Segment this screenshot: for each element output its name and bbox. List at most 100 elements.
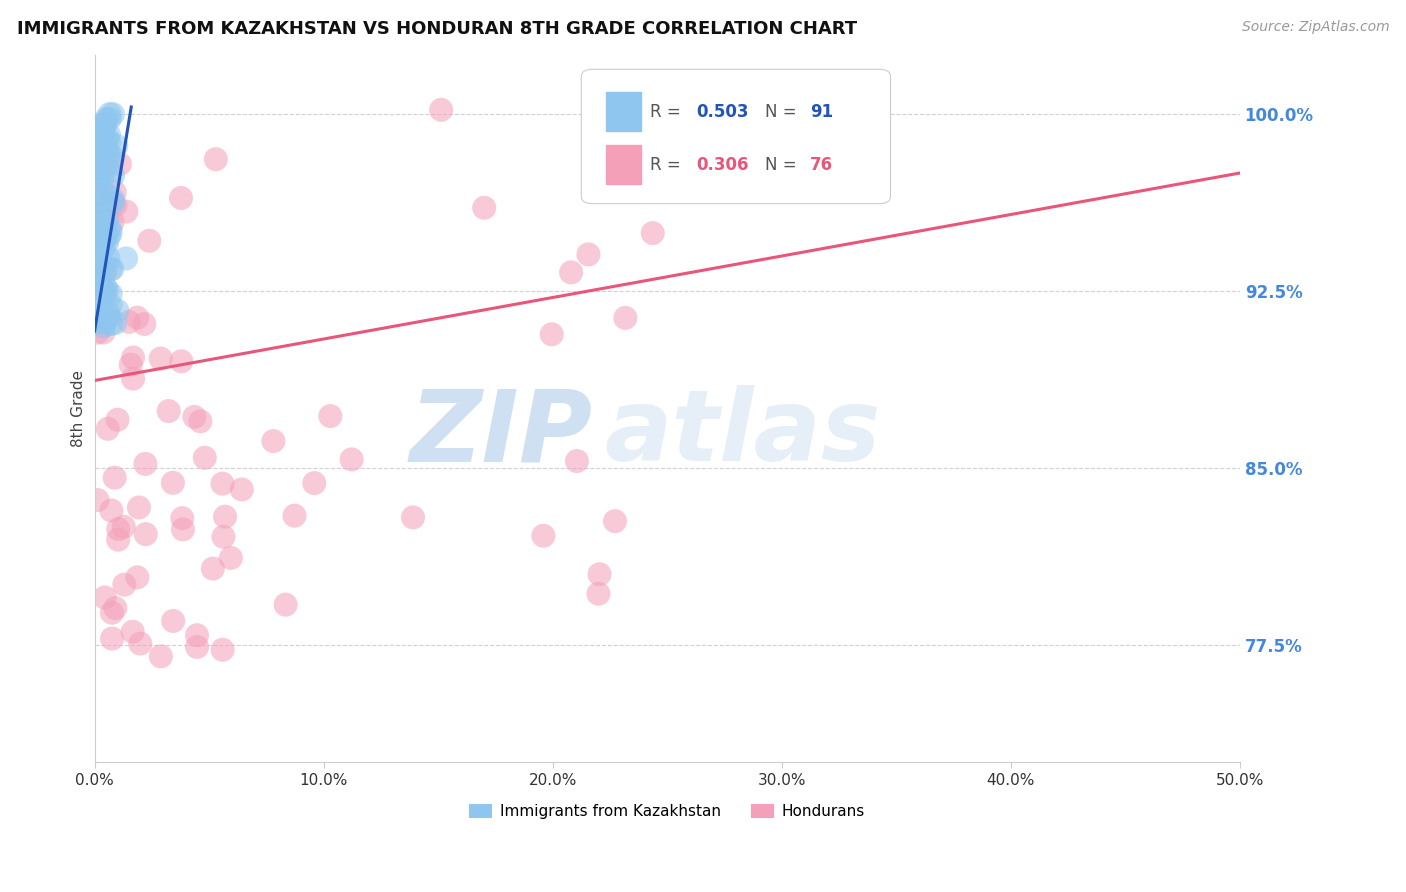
Point <box>157 404 180 418</box>
Point <box>93 319 115 334</box>
Point <box>94 313 117 327</box>
Point <box>274 598 297 612</box>
Point <box>86 186 108 201</box>
Point <box>89 314 111 328</box>
Point <box>90 154 112 169</box>
Point <box>98 221 121 235</box>
Point <box>93 232 115 246</box>
Point <box>283 508 305 523</box>
Point <box>86 270 108 285</box>
Point <box>101 107 124 121</box>
Point <box>588 567 610 582</box>
Point <box>122 371 145 385</box>
Point <box>122 351 145 365</box>
Point <box>641 226 664 240</box>
Point <box>90 122 112 136</box>
FancyBboxPatch shape <box>606 92 641 131</box>
Text: N =: N = <box>765 103 801 120</box>
Point <box>87 262 110 277</box>
Point <box>172 511 194 525</box>
Point <box>93 326 115 340</box>
Point <box>91 194 114 208</box>
Point <box>84 214 107 228</box>
Point <box>603 514 626 528</box>
Point <box>162 475 184 490</box>
Point <box>89 148 111 162</box>
Point <box>93 117 115 131</box>
Text: 0.306: 0.306 <box>696 156 748 174</box>
Point <box>115 204 138 219</box>
Point <box>134 317 156 331</box>
Point <box>89 153 111 168</box>
Point <box>93 242 115 256</box>
Point <box>214 509 236 524</box>
Point <box>96 188 118 202</box>
Point <box>100 503 122 517</box>
Point <box>319 409 342 423</box>
Point <box>97 128 120 142</box>
Point <box>84 276 107 290</box>
Point <box>94 591 117 605</box>
Point <box>101 192 124 206</box>
Text: IMMIGRANTS FROM KAZAKHSTAN VS HONDURAN 8TH GRADE CORRELATION CHART: IMMIGRANTS FROM KAZAKHSTAN VS HONDURAN 8… <box>17 20 858 37</box>
Point <box>94 147 117 161</box>
Point <box>96 131 118 145</box>
Point <box>170 354 193 368</box>
Point <box>105 303 128 318</box>
Point <box>190 414 212 428</box>
Point <box>94 220 117 235</box>
Text: ZIP: ZIP <box>409 385 593 482</box>
Point <box>100 262 122 277</box>
Point <box>86 314 108 328</box>
Point <box>138 234 160 248</box>
Text: 91: 91 <box>810 103 834 120</box>
Point <box>183 409 205 424</box>
Point <box>614 310 637 325</box>
Point <box>219 551 242 566</box>
Point <box>84 215 107 229</box>
Text: atlas: atlas <box>605 385 880 482</box>
Point <box>89 304 111 318</box>
Point <box>100 286 122 301</box>
Text: 76: 76 <box>810 156 834 174</box>
Point <box>97 147 120 161</box>
Point <box>84 218 107 232</box>
Point <box>96 213 118 227</box>
Point <box>108 157 131 171</box>
Point <box>89 131 111 145</box>
Point <box>112 577 135 591</box>
Point <box>93 283 115 297</box>
Point <box>560 265 582 279</box>
Point <box>304 476 326 491</box>
Point <box>430 103 453 117</box>
Point <box>402 510 425 524</box>
Point <box>101 215 124 229</box>
Point <box>231 483 253 497</box>
Point <box>103 196 125 211</box>
Point <box>84 161 107 175</box>
Point <box>107 412 129 426</box>
Point <box>101 261 124 276</box>
Point <box>120 358 142 372</box>
Point <box>87 220 110 235</box>
Point <box>101 150 124 164</box>
Point <box>94 112 117 127</box>
Point <box>128 500 150 515</box>
Point <box>101 169 124 183</box>
Point <box>162 614 184 628</box>
Point <box>94 264 117 278</box>
Point <box>104 198 127 212</box>
Point <box>98 229 121 244</box>
Point <box>100 317 122 331</box>
Point <box>186 640 208 654</box>
Point <box>105 138 128 153</box>
Point <box>149 649 172 664</box>
Point <box>205 153 228 167</box>
Point <box>94 115 117 129</box>
Point <box>89 161 111 175</box>
Point <box>84 196 107 211</box>
Point <box>211 476 233 491</box>
Text: N =: N = <box>765 156 801 174</box>
Point <box>104 316 127 330</box>
Point <box>112 520 135 534</box>
